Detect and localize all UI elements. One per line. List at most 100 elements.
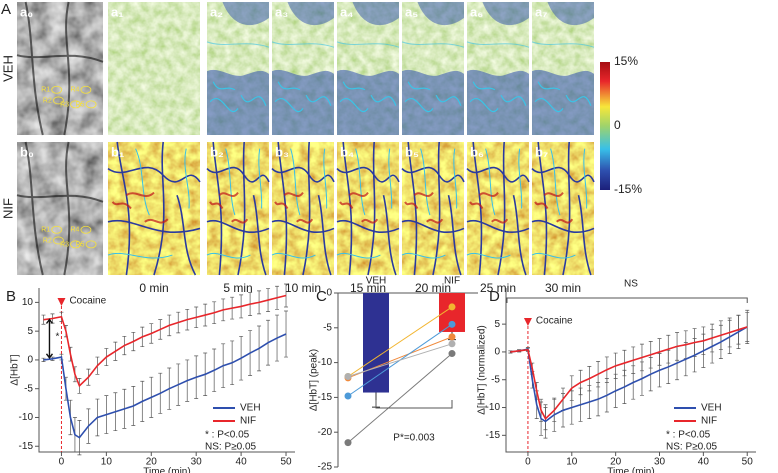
pair-point: [448, 303, 456, 311]
y-tick-label: 0: [326, 288, 332, 299]
x-tick-label: 50: [280, 457, 292, 468]
bracket: [506, 297, 748, 303]
significance-marker: *: [55, 331, 59, 342]
series-line: [510, 326, 748, 423]
note: * : P<0.05: [666, 430, 711, 441]
image-panel: [108, 2, 200, 135]
y-tick-label: -5: [24, 383, 33, 394]
x-tick-label: 10: [101, 457, 113, 468]
x-tick-label: 50: [742, 457, 754, 468]
roi-label: R4: [70, 227, 79, 234]
roi-outline: [80, 225, 92, 234]
error-bar: [284, 310, 289, 358]
panel-sublabel: a₁: [111, 4, 124, 19]
y-tick-label: -10: [19, 412, 34, 423]
vessel: [535, 193, 572, 223]
vessel: [207, 149, 262, 258]
panel-label: B: [6, 288, 16, 305]
panel-sublabel: b₆: [470, 144, 484, 159]
note: NS: P≥0.05: [666, 442, 718, 453]
image-panel: [467, 142, 529, 275]
vessel: [467, 42, 529, 47]
x-tick-label: 20: [146, 457, 158, 468]
pair-line: [347, 353, 453, 444]
x-tick-label: 20: [610, 457, 622, 468]
vessel: [402, 142, 464, 275]
y-tick-label: -15: [318, 392, 333, 403]
legend-label: VEH: [701, 403, 722, 414]
vessel: [210, 82, 266, 112]
x-tick-label: 40: [698, 457, 710, 468]
legend-label: NIF: [701, 416, 717, 427]
time-label: 5 min: [223, 281, 252, 295]
axes: [505, 288, 756, 453]
panel-sublabel: b₁: [111, 144, 124, 159]
note: NS: P≥0.05: [205, 442, 257, 453]
image-panel: [402, 142, 464, 275]
vessel: [272, 69, 334, 135]
event-label: Cocaine: [536, 316, 573, 327]
series-line: [510, 326, 748, 420]
roi-outline: [70, 240, 81, 249]
vessel: [337, 69, 399, 135]
bracket: [375, 400, 453, 409]
error-bar: [41, 357, 46, 363]
roi-label: R5: [76, 101, 85, 108]
vessel-overlay: [108, 142, 200, 275]
vessel-overlay: [272, 142, 334, 275]
vessel-overlay: [17, 2, 103, 135]
vessel: [210, 193, 247, 223]
colorbar: [600, 62, 610, 190]
vessel: [340, 193, 377, 223]
vessel: [17, 142, 103, 275]
vessel: [113, 193, 168, 223]
roi-outline: [53, 236, 64, 245]
vessel: [272, 42, 334, 47]
vessel: [108, 142, 200, 275]
vessel: [402, 69, 464, 135]
vessel: [417, 2, 464, 26]
pair-point: [448, 320, 456, 328]
vessel-overlay: [17, 142, 103, 275]
image-panel: [108, 142, 200, 275]
annotation: P*=0.003: [393, 433, 435, 444]
panel-label: A: [1, 1, 11, 18]
image-panel: [532, 142, 594, 275]
panel-sublabel: a₄: [340, 4, 353, 19]
roi-outline: [51, 225, 63, 234]
y-tick-label: 10: [22, 297, 34, 308]
panel-sublabel: a₆: [470, 4, 483, 19]
y-tick-label: -20: [318, 427, 333, 438]
panel-sublabel: b₀: [20, 144, 34, 159]
vessel: [405, 193, 442, 223]
vessel: [275, 193, 312, 223]
roi-label: R1: [41, 227, 50, 234]
roi-label: R2: [43, 97, 52, 104]
panel-label: C: [316, 288, 327, 305]
y-tick-label: -15: [19, 441, 34, 452]
event-label: Cocaine: [69, 296, 106, 307]
pair-point: [344, 439, 352, 447]
x-tick-label: 40: [236, 457, 248, 468]
y-axis-label: Δ[HbT] (peak): [309, 349, 320, 411]
row-label: NIF: [0, 198, 15, 219]
y-axis-label: Δ[HbT]: [10, 354, 21, 385]
y-tick-label: 0: [27, 355, 33, 366]
series-line: [43, 333, 287, 439]
vessel: [535, 82, 591, 112]
category-label: VEH: [366, 276, 387, 287]
vessel: [547, 2, 594, 26]
category-label: NIF: [444, 276, 460, 287]
time-label: 25 min: [480, 281, 516, 295]
vessel-overlay: [402, 142, 464, 275]
vessel: [17, 2, 103, 135]
vessel-overlay: [272, 2, 334, 135]
panel-sublabel: b₃: [275, 144, 289, 159]
panel-sublabel: b₅: [405, 144, 419, 159]
roi-label: R2: [43, 237, 52, 244]
x-tick-label: 0: [59, 457, 65, 468]
vessel-overlay: [532, 142, 594, 275]
pair-point: [448, 340, 456, 348]
time-label: 30 min: [545, 281, 581, 295]
y-tick-label: -25: [318, 462, 333, 473]
